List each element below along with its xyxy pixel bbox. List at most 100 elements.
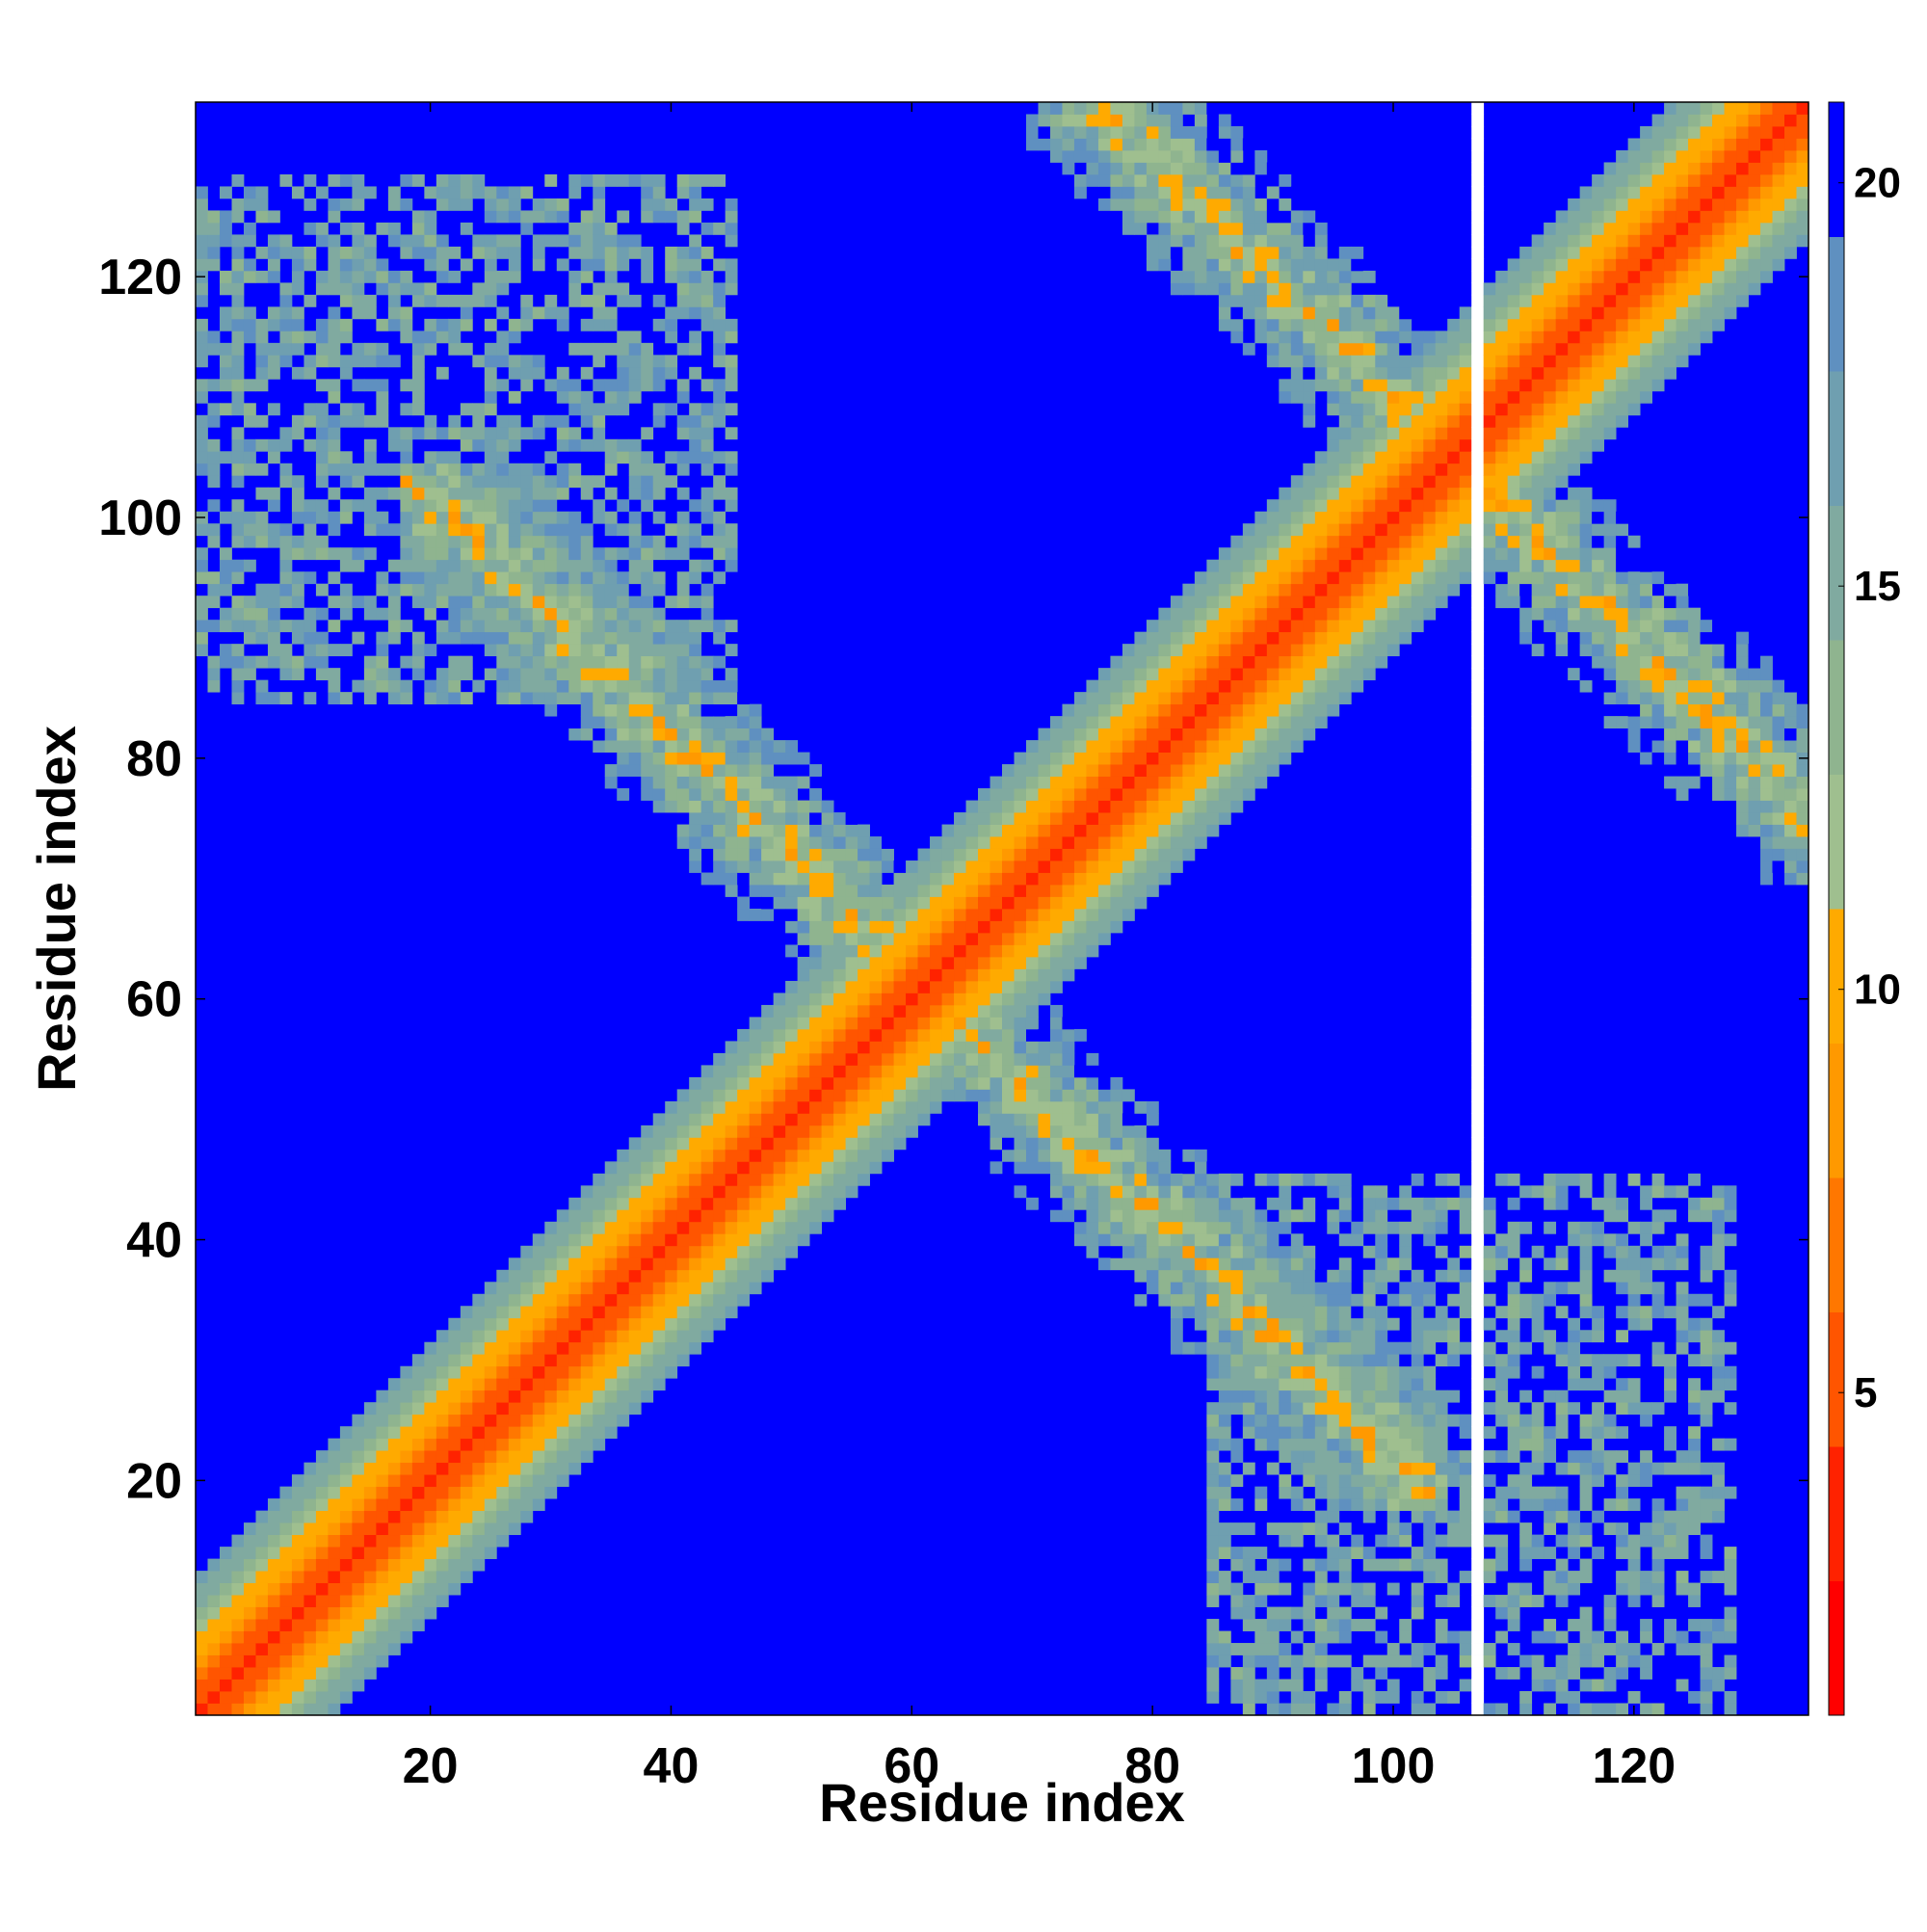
heatmap-cell <box>411 210 425 224</box>
heatmap-cell <box>713 1089 726 1102</box>
heatmap-cell <box>1218 740 1231 753</box>
heatmap-cell <box>990 1137 1003 1151</box>
heatmap-cell <box>893 992 907 1006</box>
heatmap-cell <box>990 800 1003 813</box>
heatmap-cell <box>532 668 545 681</box>
heatmap-cell <box>700 1293 714 1307</box>
heatmap-cell <box>737 1052 751 1066</box>
heatmap-cell <box>1242 631 1255 645</box>
heatmap-cell <box>1014 1041 1027 1054</box>
heatmap-cell <box>1025 848 1039 861</box>
heatmap-cell <box>1073 764 1087 777</box>
heatmap-cell <box>749 1282 762 1295</box>
heatmap-cell <box>1266 644 1280 657</box>
heatmap-cell <box>544 1317 558 1331</box>
heatmap-cell <box>1362 547 1376 561</box>
heatmap-cell <box>700 812 714 825</box>
heatmap-cell <box>1073 1113 1087 1126</box>
heatmap-cell <box>1338 246 1352 259</box>
heatmap-cell <box>965 1041 979 1054</box>
heatmap-cell <box>965 872 979 886</box>
heatmap-cell <box>700 1161 714 1175</box>
heatmap-cell <box>845 1017 858 1030</box>
heatmap-cell <box>1146 740 1159 753</box>
heatmap-cell <box>1230 679 1244 693</box>
heatmap-cell <box>893 1100 907 1114</box>
heatmap-cell <box>725 1306 738 1319</box>
heatmap-cell <box>315 1582 329 1596</box>
heatmap-cell <box>448 620 462 633</box>
heatmap-cell <box>568 1354 582 1367</box>
heatmap-cell <box>219 306 232 320</box>
heatmap-cell <box>1266 607 1280 621</box>
heatmap-cell <box>1110 102 1123 115</box>
heatmap-cell <box>315 475 329 489</box>
heatmap-cell <box>1314 342 1328 356</box>
heatmap-cell <box>1338 414 1352 428</box>
heatmap-cell <box>593 583 606 596</box>
heatmap-cell <box>713 547 726 561</box>
heatmap-cell <box>363 655 377 669</box>
heatmap-cell <box>339 331 353 344</box>
heatmap-cell <box>328 1474 341 1488</box>
heatmap-cell <box>1206 1257 1220 1271</box>
heatmap-cell <box>568 607 582 621</box>
heatmap-cell <box>1086 1089 1099 1102</box>
heatmap-cell <box>424 451 437 464</box>
heatmap-cell <box>291 487 304 500</box>
heatmap-cell <box>713 414 726 428</box>
heatmap-cell <box>617 451 630 464</box>
heatmap-cell <box>1351 1547 1364 1559</box>
heatmap-cell <box>508 644 521 657</box>
heatmap-cell <box>628 595 642 609</box>
heatmap-cell <box>219 1703 232 1716</box>
heatmap-cell <box>376 1510 389 1523</box>
heatmap-cell <box>315 1703 329 1716</box>
heatmap-cell <box>1206 1510 1220 1523</box>
heatmap-cell <box>1290 1354 1304 1367</box>
heatmap-cell <box>1062 1065 1075 1078</box>
heatmap-cell <box>1110 1076 1123 1090</box>
heatmap-cell <box>436 499 449 513</box>
heatmap-cell <box>207 1595 221 1607</box>
heatmap-cell <box>689 752 702 765</box>
heatmap-cell <box>1362 1510 1376 1523</box>
heatmap-cell <box>593 1245 606 1258</box>
heatmap-cell <box>1158 1269 1172 1283</box>
heatmap-cell <box>508 186 521 199</box>
heatmap-cell <box>965 1052 979 1066</box>
heatmap-cell <box>411 294 425 307</box>
heatmap-cell <box>1290 1173 1304 1186</box>
heatmap-cell <box>484 1341 497 1355</box>
heatmap-cell <box>556 644 569 657</box>
heatmap-cell <box>291 547 304 561</box>
heatmap-cell <box>1362 1341 1376 1355</box>
heatmap-cell <box>328 1498 341 1512</box>
heatmap-cell <box>1170 270 1183 283</box>
heatmap-cell <box>737 1100 751 1114</box>
heatmap-cell <box>1314 1306 1328 1319</box>
heatmap-cell <box>1338 607 1352 621</box>
heatmap-cell <box>424 210 437 224</box>
heatmap-cell <box>617 294 630 307</box>
heatmap-cell <box>352 1630 365 1644</box>
heatmap-cell <box>1327 270 1340 283</box>
heatmap-cell <box>1218 595 1231 609</box>
heatmap-cell <box>436 1582 449 1596</box>
heatmap-cell <box>376 463 389 476</box>
heatmap-cell <box>1110 114 1123 127</box>
heatmap-cell <box>773 1137 786 1151</box>
heatmap-cell <box>665 1221 678 1234</box>
heatmap-cell <box>352 294 365 307</box>
heatmap-cell <box>1182 728 1196 741</box>
heatmap-cell <box>773 740 786 753</box>
heatmap-cell <box>1338 499 1352 513</box>
heatmap-cell <box>291 475 304 489</box>
heatmap-cell <box>568 282 582 296</box>
heatmap-cell <box>858 1089 870 1102</box>
heatmap-cell <box>1230 210 1244 224</box>
heatmap-cell <box>1303 1365 1316 1379</box>
heatmap-cell <box>484 1293 497 1307</box>
heatmap-cell <box>460 438 473 452</box>
heatmap-cell <box>196 523 208 537</box>
